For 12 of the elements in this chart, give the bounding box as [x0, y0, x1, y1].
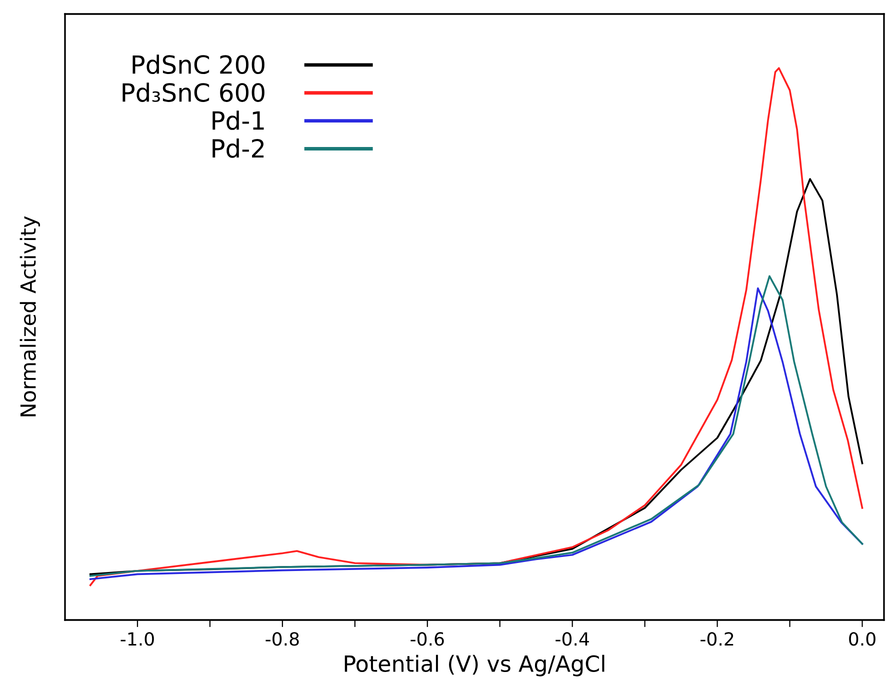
- y-axis-title: Normalized Activity: [20, 216, 40, 416]
- x-tick-label: -0.4: [556, 632, 589, 646]
- x-tick-label: -0.8: [266, 632, 299, 646]
- x-axis-title: Potential (V) vs Ag/AgCl: [344, 654, 604, 676]
- x-tick-label: 0.0: [849, 632, 876, 646]
- x-tick-label: -0.2: [700, 632, 734, 646]
- x-tick-label: -1.0: [120, 632, 154, 646]
- legend-label: Pd-1: [212, 110, 264, 130]
- legend-label: Pd₃SnC 600: [122, 82, 264, 102]
- legend-label: PdSnC 200: [132, 54, 264, 74]
- legend-label: Pd-2: [212, 138, 264, 158]
- x-tick-label: -0.6: [410, 632, 444, 646]
